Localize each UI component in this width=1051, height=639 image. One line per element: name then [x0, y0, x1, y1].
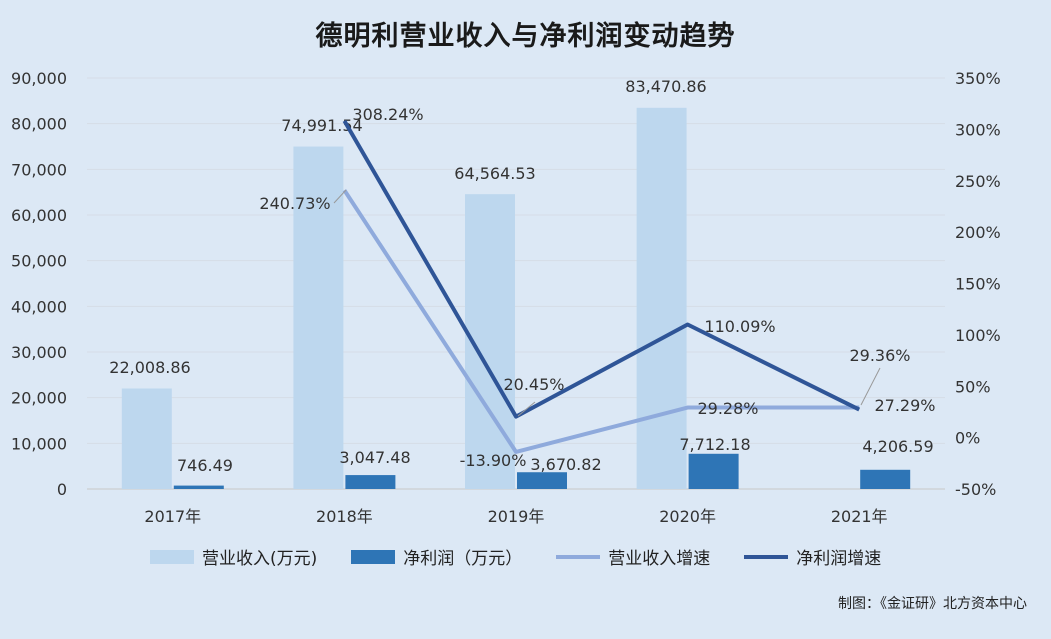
- revenue-bar: [636, 107, 687, 489]
- profit-data-label: 746.49: [177, 456, 233, 475]
- revenue-growth-label: 240.73%: [259, 194, 330, 213]
- y-left-tick-label: 50,000: [11, 252, 67, 271]
- revenue-data-label: 22,008.86: [109, 358, 190, 377]
- profit-bar: [345, 475, 396, 489]
- revenue-data-label: 64,564.53: [454, 164, 535, 183]
- profit-bar: [688, 453, 739, 489]
- legend-label-revenue: 营业收入(万元): [202, 549, 318, 569]
- profit-growth-line: [342, 119, 861, 419]
- y-left-tick-label: 10,000: [11, 434, 67, 453]
- legend-swatch-profit: [351, 549, 396, 564]
- y-right-tick-label: 50%: [955, 377, 991, 396]
- legend-item-revenue-growth: 营业收入增速: [556, 544, 710, 569]
- legend-label-revenue-growth: 营业收入增速: [608, 549, 711, 569]
- x-tick-label: 2018年: [316, 507, 373, 526]
- profit-bar: [860, 469, 911, 489]
- profit-growth-label: 110.09%: [704, 317, 775, 336]
- legend: 营业收入(万元) 净利润（万元） 营业收入增速 净利润增速: [150, 544, 881, 569]
- legend-swatch-profit-growth: [744, 554, 789, 559]
- profit-bar: [173, 485, 224, 489]
- revenue-growth-label: 29.36%: [849, 346, 910, 365]
- x-tick-label: 2019年: [488, 507, 545, 526]
- revenue-growth-line: [342, 189, 860, 454]
- profit-bar: [517, 472, 567, 489]
- y-left-tick-label: 40,000: [11, 297, 67, 316]
- leader-line: [333, 189, 347, 204]
- revenue-growth-label: -13.90%: [460, 451, 527, 470]
- revenue-bar: [293, 146, 344, 489]
- x-tick-label: 2021年: [831, 507, 888, 526]
- legend-item-profit-growth: 净利润增速: [744, 544, 881, 569]
- y-right-tick-label: 200%: [955, 223, 1001, 242]
- legend-swatch-revenue-growth: [556, 554, 601, 559]
- y-right-tick-label: 100%: [955, 326, 1001, 345]
- y-left-tick-label: 0: [57, 480, 67, 499]
- y-left-tick-label: 30,000: [11, 343, 67, 362]
- legend-item-profit: 净利润（万元）: [351, 544, 522, 569]
- y-left-tick-label: 70,000: [11, 160, 67, 179]
- revenue-data-label: 83,470.86: [625, 77, 706, 96]
- legend-item-revenue: 营业收入(万元): [150, 544, 317, 569]
- y-left-tick-label: 60,000: [11, 206, 67, 225]
- x-tick-label: 2017年: [144, 507, 201, 526]
- leader-line: [517, 401, 536, 417]
- leader-line: [860, 367, 881, 406]
- profit-data-label: 3,670.82: [530, 455, 601, 474]
- profit-data-label: 3,047.48: [339, 448, 410, 467]
- revenue-growth-label: 29.28%: [697, 399, 758, 418]
- revenue-bar: [121, 388, 172, 489]
- y-left-tick-label: 90,000: [11, 69, 67, 88]
- y-left-tick-label: 80,000: [11, 115, 67, 134]
- y-right-tick-label: 300%: [955, 120, 1001, 139]
- y-right-tick-label: 150%: [955, 275, 1001, 294]
- credit-text: 制图：《金证研》北方资本中心: [838, 596, 1027, 612]
- y-right-tick-label: -50%: [955, 480, 996, 499]
- profit-growth-label: 308.24%: [352, 105, 423, 124]
- legend-label-profit: 净利润（万元）: [403, 549, 523, 569]
- y-left-tick-label: 20,000: [11, 389, 67, 408]
- legend-label-profit-growth: 净利润增速: [796, 549, 882, 569]
- legend-swatch-revenue: [150, 549, 194, 564]
- profit-growth-label: 20.45%: [503, 375, 564, 394]
- y-right-tick-label: 0%: [955, 429, 980, 448]
- revenue-data-label: 74,991.54: [281, 116, 362, 135]
- chart-title: 德明利营业收入与净利润变动趋势: [315, 21, 736, 52]
- profit-data-label: 7,712.18: [679, 435, 750, 454]
- x-tick-label: 2020年: [659, 507, 716, 526]
- y-right-tick-label: 250%: [955, 172, 1001, 191]
- profit-growth-label: 27.29%: [874, 396, 935, 415]
- profit-data-label: 4,206.59: [862, 437, 933, 456]
- y-right-tick-label: 350%: [955, 69, 1001, 88]
